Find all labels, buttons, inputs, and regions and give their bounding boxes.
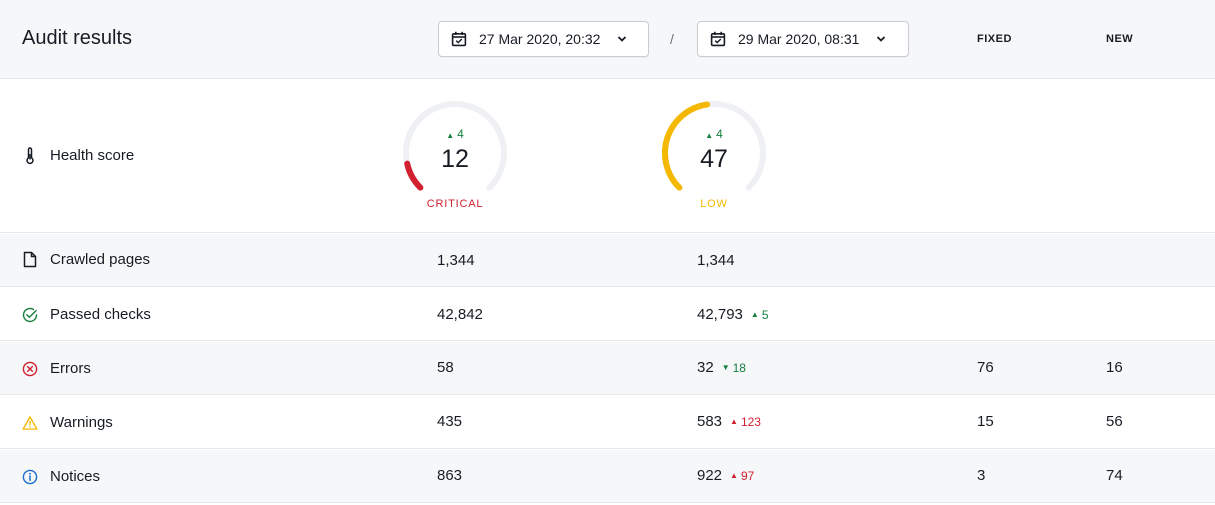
row-label-group: Warnings xyxy=(22,414,113,431)
gauge-fill xyxy=(404,160,424,191)
health-delta-after: ▲ 4 xyxy=(661,127,767,141)
date-to-value: 29 Mar 2020, 08:31 xyxy=(738,31,860,47)
chevron-down-icon xyxy=(614,31,630,47)
delta-value: 123 xyxy=(740,414,761,429)
up-triangle-icon: ▲ xyxy=(750,310,759,319)
info-icon xyxy=(22,469,38,485)
header-row: Audit results 27 Mar 2020, 20:32 / 29 Ma… xyxy=(0,0,1215,79)
delta-badge: ▲ 97 xyxy=(730,469,754,483)
table-row-notices: Notices 863 922 ▲ 97 3 74 xyxy=(0,450,1215,503)
row-label: Warnings xyxy=(50,414,113,431)
delta-value: 5 xyxy=(761,307,769,322)
delta-badge: ▲ 5 xyxy=(751,308,769,322)
health-score-label-group: Health score xyxy=(22,146,135,164)
row-label-group: Errors xyxy=(22,360,91,377)
down-triangle-icon: ▼ xyxy=(721,363,730,372)
value-after: 42,793 ▲ 5 xyxy=(697,306,769,323)
up-triangle-icon: ▲ xyxy=(730,417,738,426)
health-score-after: 47 xyxy=(700,145,728,173)
value-after-number: 1,344 xyxy=(697,252,735,269)
value-after-number: 583 xyxy=(697,413,723,430)
health-delta-before: ▲ 4 xyxy=(402,127,508,141)
delta-badge: ▼ 18 xyxy=(722,361,746,375)
check-circle-icon xyxy=(22,307,38,323)
value-before: 42,842 xyxy=(437,306,483,323)
column-header-new: NEW xyxy=(1106,33,1134,45)
value-after: 32 ▼ 18 xyxy=(697,359,746,376)
health-score-row: Health score ▲ 4 12 CRITICAL ▲ 4 47 LOW xyxy=(0,80,1215,233)
row-label-group: Passed checks xyxy=(22,306,151,323)
health-status-after: LOW xyxy=(700,198,728,210)
up-triangle-icon: ▲ xyxy=(446,131,455,140)
health-score-before: 12 xyxy=(441,145,469,173)
table-row-crawled-pages: Crawled pages 1,344 1,344 xyxy=(0,234,1215,287)
row-label: Passed checks xyxy=(50,306,151,323)
date-from-value: 27 Mar 2020, 20:32 xyxy=(479,31,601,47)
date-from-picker[interactable]: 27 Mar 2020, 20:32 xyxy=(438,21,649,57)
table-row-passed-checks: Passed checks 42,842 42,793 ▲ 5 xyxy=(0,288,1215,341)
value-new: 74 xyxy=(1106,467,1123,484)
value-after: 1,344 xyxy=(697,252,735,269)
value-after: 922 ▲ 97 xyxy=(697,467,754,484)
health-gauge-after: ▲ 4 47 LOW xyxy=(661,100,767,220)
row-label: Notices xyxy=(50,468,101,485)
page-icon xyxy=(22,251,38,268)
table-row-errors: Errors 58 32 ▼ 18 76 16 xyxy=(0,342,1215,395)
up-triangle-icon: ▲ xyxy=(730,471,738,480)
warning-icon xyxy=(22,415,38,431)
health-score-label: Health score xyxy=(50,147,135,164)
value-fixed: 15 xyxy=(977,413,994,430)
up-triangle-icon: ▲ xyxy=(705,131,714,140)
value-before: 435 xyxy=(437,413,463,430)
row-label-group: Crawled pages xyxy=(22,251,150,268)
health-delta-before-value: 4 xyxy=(457,127,464,141)
gauge-track xyxy=(403,101,507,191)
value-before: 863 xyxy=(437,467,463,484)
value-new: 56 xyxy=(1106,413,1123,430)
value-fixed: 3 xyxy=(977,467,986,484)
value-before: 1,344 xyxy=(437,252,475,269)
table-row-warnings: Warnings 435 583 ▲ 123 15 56 xyxy=(0,396,1215,449)
calendar-icon xyxy=(710,31,726,47)
gauge-fill xyxy=(662,101,711,191)
health-status-before: CRITICAL xyxy=(426,198,484,210)
row-label-group: Notices xyxy=(22,468,100,485)
value-fixed: 76 xyxy=(977,359,994,376)
column-header-fixed: FIXED xyxy=(977,33,1012,45)
value-after-number: 32 xyxy=(697,359,714,376)
health-delta-after-value: 4 xyxy=(716,127,723,141)
calendar-icon xyxy=(451,31,467,47)
chevron-down-icon xyxy=(873,31,889,47)
thermometer-icon xyxy=(22,146,38,164)
value-after-number: 922 xyxy=(697,467,723,484)
delta-value: 18 xyxy=(732,360,746,375)
page-title: Audit results xyxy=(22,27,133,49)
value-after-number: 42,793 xyxy=(697,306,743,323)
date-to-picker[interactable]: 29 Mar 2020, 08:31 xyxy=(697,21,909,57)
value-after: 583 ▲ 123 xyxy=(697,413,761,430)
date-separator: / xyxy=(670,31,674,47)
row-label: Crawled pages xyxy=(50,251,151,268)
error-icon xyxy=(22,361,38,377)
row-label: Errors xyxy=(50,360,91,377)
health-gauge-before: ▲ 4 12 CRITICAL xyxy=(402,100,508,220)
value-new: 16 xyxy=(1106,359,1123,376)
delta-badge: ▲ 123 xyxy=(730,415,761,429)
value-before: 58 xyxy=(437,359,454,376)
delta-value: 97 xyxy=(740,468,755,483)
